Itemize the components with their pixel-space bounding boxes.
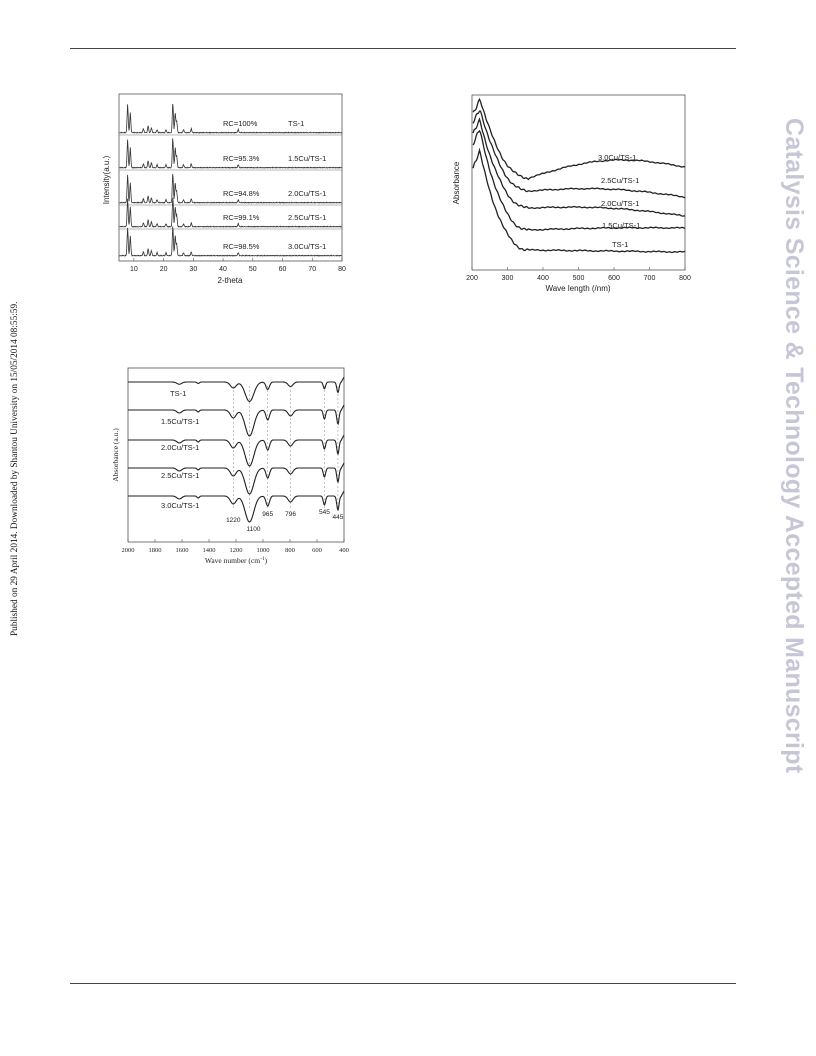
ir-band-label: 1220 <box>226 517 241 524</box>
ir-band-label: 445 <box>332 514 343 521</box>
xrd-sample-label: 2.0Cu/TS-1 <box>288 189 326 198</box>
ir-x-tick-label: 1400 <box>203 547 216 554</box>
ir-x-tick-label: 400 <box>339 547 349 554</box>
xrd-sample-label: TS-1 <box>288 119 304 128</box>
ir-band-label: 545 <box>319 509 330 516</box>
xrd-chart: 10 20 30 40 50 60 70 80 RC=100% TS-1 RC=95.3% 1.5C… <box>102 93 346 285</box>
ir-band-label: 796 <box>285 511 296 518</box>
uv-trace <box>472 117 686 217</box>
journal-watermark: Catalysis Science & Technology Accepted … <box>780 118 808 774</box>
uv-series-label: TS-1 <box>612 240 628 249</box>
xrd-x-tick-label: 80 <box>338 266 346 273</box>
uv-vis-chart: 200 300 400 500 600 700 800 3.0Cu/TS-1 2.5Cu/TS… <box>452 94 691 293</box>
uv-y-axis-label: Absorbance <box>452 161 461 204</box>
ir-x-tick-label: 600 <box>312 547 322 554</box>
xrd-rc-label: RC=100% <box>223 119 258 128</box>
ir-series-label: 2.0Cu/TS-1 <box>161 443 199 452</box>
xrd-rc-label: RC=99.1% <box>223 213 260 222</box>
ir-band-label: 965 <box>262 511 273 518</box>
uv-x-tick-label: 300 <box>502 275 514 282</box>
xrd-trace <box>119 197 342 228</box>
xrd-trace <box>119 103 343 134</box>
ir-y-axis-label: Absorbance (a.u.) <box>111 428 120 482</box>
ir-x-axis-label-close: ) <box>265 556 268 565</box>
xrd-x-axis-label: 2-theta <box>218 276 243 285</box>
uv-x-axis-label: Wave length (/nm) <box>545 284 610 293</box>
ir-x-axis-label-main: Wave number (cm <box>205 556 260 565</box>
xrd-trace <box>119 226 342 257</box>
ir-trace <box>128 404 345 437</box>
uv-x-tick-label: 800 <box>679 275 691 282</box>
uv-frame <box>471 94 686 271</box>
uv-x-tick-label: 500 <box>573 275 585 282</box>
xrd-trace <box>119 138 342 169</box>
uv-x-tick-label: 200 <box>466 275 478 282</box>
publication-note: Published on 29 April 2014. Downloaded b… <box>10 301 20 636</box>
xrd-rc-label: RC=98.5% <box>223 242 260 251</box>
ir-x-tick-label: 1000 <box>257 547 270 554</box>
xrd-x-tick-label: 40 <box>219 266 227 273</box>
xrd-sample-label: 2.5Cu/TS-1 <box>288 213 326 222</box>
uv-trace <box>472 97 686 181</box>
ir-trace <box>128 376 345 403</box>
header-rule <box>70 48 736 49</box>
uv-trace <box>472 129 686 231</box>
xrd-x-tick-label: 20 <box>160 266 168 273</box>
ir-series-label: TS-1 <box>170 389 186 398</box>
uv-series-label: 3.0Cu/TS-1 <box>598 153 636 162</box>
xrd-sample-label: 1.5Cu/TS-1 <box>288 154 326 163</box>
xrd-x-tick-label: 10 <box>130 266 138 273</box>
ir-series-label: 1.5Cu/TS-1 <box>161 417 199 426</box>
ir-x-axis-label-sup: -1 <box>260 556 265 562</box>
uv-trace <box>472 147 686 254</box>
ir-x-tick-label: 1600 <box>176 547 189 554</box>
uv-x-tick-label: 600 <box>608 275 620 282</box>
ir-x-tick-label: 1800 <box>149 547 162 554</box>
ir-trace <box>128 462 345 495</box>
xrd-rc-label: RC=94.8% <box>223 189 260 198</box>
ir-frame <box>127 367 345 543</box>
uv-series-label: 2.5Cu/TS-1 <box>601 176 639 185</box>
xrd-frame <box>118 93 343 262</box>
ir-x-axis-label: Wave number (cm-1) <box>205 556 268 565</box>
ir-x-tick-label: 2000 <box>122 547 135 554</box>
uv-trace <box>472 110 686 199</box>
uv-series-label: 2.0Cu/TS-1 <box>601 199 639 208</box>
xrd-x-tick-label: 30 <box>189 266 197 273</box>
footer-rule <box>70 983 736 984</box>
ir-trace <box>128 490 345 523</box>
xrd-x-tick-label: 50 <box>249 266 257 273</box>
ir-series-label: 3.0Cu/TS-1 <box>161 501 199 510</box>
xrd-trace <box>119 174 342 204</box>
ir-x-tick-label: 1200 <box>230 547 243 554</box>
xrd-sample-label: 3.0Cu/TS-1 <box>288 242 326 251</box>
uv-series-label: 1.5Cu/TS-1 <box>602 221 640 230</box>
ftir-chart: 2000 1800 1600 1400 1200 1000 800 600 400 TS-1 1.… <box>111 367 349 565</box>
ir-x-tick-label: 800 <box>285 547 295 554</box>
xrd-y-axis-label: Intensity(a.u.) <box>102 155 111 204</box>
xrd-x-tick-label: 60 <box>279 266 287 273</box>
xrd-rc-label: RC=95.3% <box>223 154 260 163</box>
uv-x-tick-label: 400 <box>537 275 549 282</box>
ir-band-label: 1100 <box>247 526 261 533</box>
ir-trace <box>128 434 345 467</box>
ir-series-label: 2.5Cu/TS-1 <box>161 471 199 480</box>
xrd-x-tick-label: 70 <box>308 266 316 273</box>
uv-x-tick-label: 700 <box>644 275 656 282</box>
